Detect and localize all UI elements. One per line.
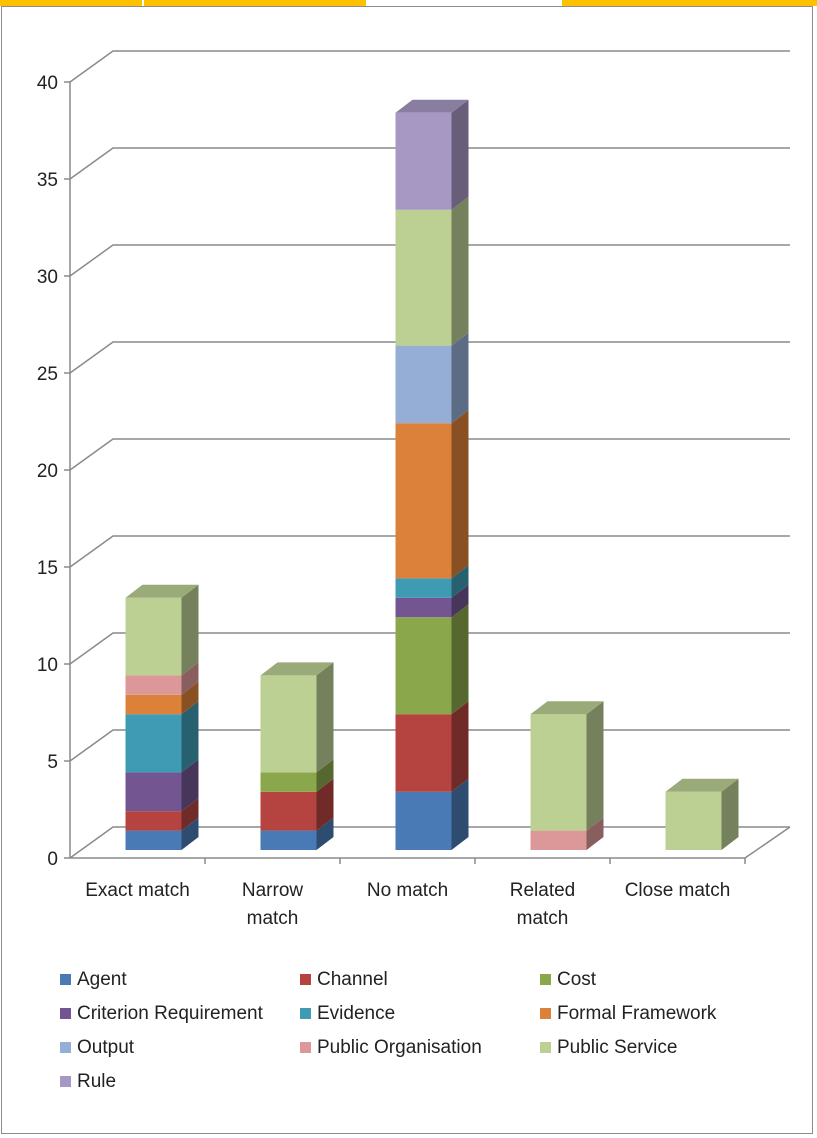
legend-label: Criterion Requirement — [77, 1002, 263, 1024]
bar-segment-exact-match-public-organisation — [125, 662, 199, 695]
legend-swatch — [540, 1042, 551, 1053]
legend-swatch — [540, 1008, 551, 1019]
legend-item-formal-framework: Formal Framework — [540, 1000, 780, 1027]
gridline-15 — [69, 535, 790, 568]
top-tab-3[interactable] — [368, 0, 560, 6]
legend-swatch — [60, 1076, 71, 1087]
gridline-10 — [69, 632, 790, 665]
y-tick-label-40: 40 — [37, 73, 58, 94]
legend-item-channel: Channel — [300, 966, 540, 993]
top-tab-1[interactable] — [0, 0, 142, 6]
y-tick-label-35: 35 — [37, 170, 58, 191]
x-category-label: No match — [367, 880, 448, 901]
legend-label: Agent — [77, 968, 127, 990]
top-tab-strip — [0, 0, 817, 6]
legend-swatch — [300, 974, 311, 985]
top-tab-4[interactable] — [562, 0, 817, 6]
y-tick-label-0: 0 — [47, 849, 58, 870]
y-tick-label-5: 5 — [47, 752, 58, 773]
axes — [64, 81, 791, 864]
legend-label: Channel — [317, 968, 388, 990]
bar-segment-no-match-output — [395, 332, 469, 424]
legend-item-criterion-requirement: Criterion Requirement — [60, 1000, 300, 1027]
y-tick-labels: 0 5 10 15 20 25 30 35 40 — [37, 73, 58, 870]
bar-segment-no-match-criterion-requirement — [395, 584, 469, 618]
gridline-20 — [69, 438, 790, 471]
bar-segment-exact-match-criterion-requirement — [125, 759, 199, 812]
legend-label: Cost — [557, 968, 597, 990]
bar-segment-exact-match-evidence — [125, 701, 199, 773]
legend-label: Formal Framework — [557, 1002, 717, 1024]
legend-swatch — [60, 974, 71, 985]
bar-segment-narrow-match-channel — [260, 778, 334, 831]
y-tick-label-25: 25 — [37, 364, 58, 385]
legend-label: Evidence — [317, 1002, 396, 1024]
gridline-40 — [69, 50, 790, 83]
legend-label: Rule — [77, 1070, 117, 1092]
legend-item-rule: Rule — [60, 1068, 300, 1095]
bar-segment-no-match-public-service — [395, 196, 469, 346]
y-tick-label-30: 30 — [37, 267, 58, 288]
bar-segment-exact-match-public-service — [125, 584, 199, 676]
x-category-label: match — [247, 908, 299, 929]
bar-segment-narrow-match-public-service — [260, 662, 334, 773]
legend-swatch — [540, 974, 551, 985]
legend-item-public-organisation: Public Organisation — [300, 1034, 540, 1061]
x-category-label: Narrow — [242, 880, 304, 901]
bar-segment-close-match-public-service — [665, 778, 739, 850]
bar-segment-no-match-rule — [395, 99, 469, 210]
stacked-3d-bar-chart: 0 5 10 15 20 25 30 35 40 Exact match Narrow match N… — [37, 50, 791, 929]
gridlines — [69, 50, 790, 859]
y-tick-label-20: 20 — [37, 461, 58, 482]
x-category-label: match — [517, 908, 569, 929]
bar-segment-exact-match-channel — [125, 798, 199, 831]
bar-segment-exact-match-agent — [125, 817, 199, 850]
legend-item-public-service: Public Service — [540, 1034, 780, 1061]
legend-item-agent: Agent — [60, 966, 300, 993]
legend-label: Public Organisation — [317, 1036, 482, 1058]
legend-swatch — [60, 1008, 71, 1019]
bar-segment-related-match-public-service — [530, 701, 604, 831]
bar-segment-no-match-agent — [395, 778, 469, 850]
bar-segment-no-match-cost — [395, 604, 469, 715]
legend-item-output: Output — [60, 1034, 300, 1061]
x-category-label: Related — [510, 880, 576, 901]
x-category-label: Exact match — [85, 880, 190, 901]
bars — [125, 99, 739, 850]
legend-label: Public Service — [557, 1036, 678, 1058]
bar-segment-no-match-formal-framework — [395, 410, 469, 579]
y-tick-label-10: 10 — [37, 655, 58, 676]
legend-item-evidence: Evidence — [300, 1000, 540, 1027]
legend-swatch — [60, 1042, 71, 1053]
top-tab-2[interactable] — [144, 0, 366, 6]
bar-segment-no-match-evidence — [395, 565, 469, 598]
chart-legend: Agent Channel Cost Criterion Requirement Evi… — [60, 966, 800, 1095]
gridline-30 — [69, 244, 790, 277]
bar-segment-related-match-public-organisation — [530, 817, 604, 850]
gridline-35 — [69, 147, 790, 180]
bar-segment-no-match-channel — [395, 701, 469, 792]
gridline-25 — [69, 341, 790, 374]
y-tick-label-15: 15 — [37, 558, 58, 579]
legend-item-cost: Cost — [540, 966, 780, 993]
x-category-label: Close match — [625, 880, 731, 901]
x-category-labels: Exact match Narrow match No match Related mat… — [85, 880, 730, 929]
bar-segment-narrow-match-cost — [260, 759, 334, 792]
legend-swatch — [300, 1042, 311, 1053]
bar-segment-narrow-match-agent — [260, 817, 334, 850]
legend-label: Output — [77, 1036, 135, 1058]
bar-segment-exact-match-formal-framework — [125, 681, 199, 715]
legend-swatch — [300, 1008, 311, 1019]
